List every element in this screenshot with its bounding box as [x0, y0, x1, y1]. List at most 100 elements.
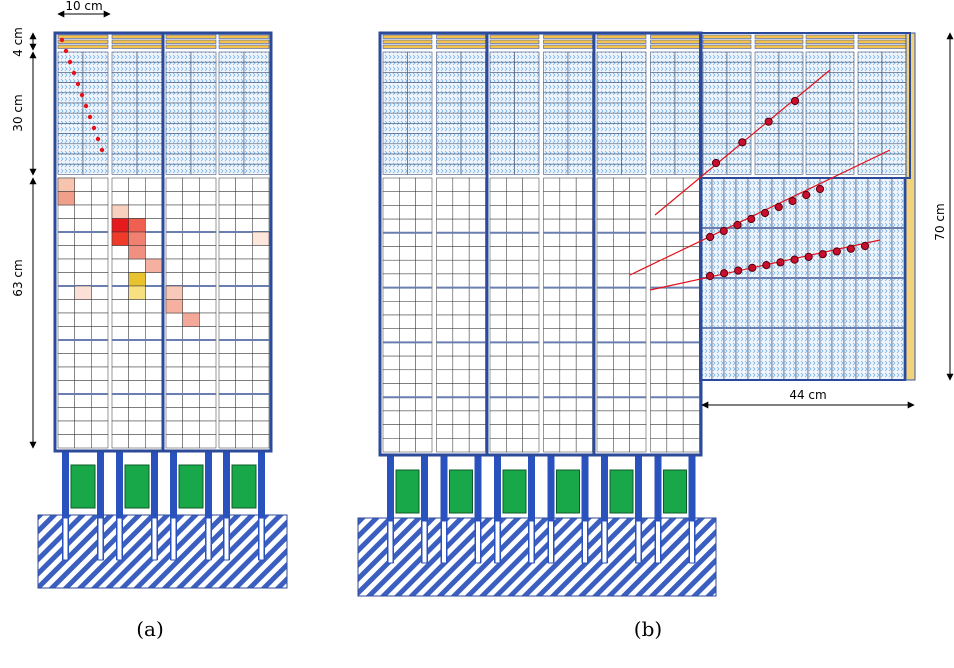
hatched-cell	[83, 113, 108, 123]
cell	[576, 438, 592, 452]
cell	[252, 192, 269, 206]
cell	[597, 425, 613, 439]
cell	[506, 219, 522, 233]
hatched-cell	[515, 72, 540, 82]
hatched-cell	[703, 123, 727, 133]
hatched-cell	[703, 103, 727, 113]
hatched-cell	[622, 164, 647, 174]
hatched-cell	[244, 52, 269, 62]
track-dot	[88, 115, 92, 119]
hatched-cell	[490, 154, 515, 164]
hit-dot	[791, 256, 798, 263]
cell	[667, 205, 683, 219]
cell	[469, 274, 485, 288]
hatched-cell	[651, 93, 676, 103]
hatched-cell	[244, 103, 269, 113]
cell	[145, 178, 162, 192]
hatched-cell	[58, 134, 83, 144]
hatched-cell	[191, 154, 216, 164]
cell	[630, 178, 646, 192]
cell	[544, 233, 560, 247]
hatched-cell	[703, 83, 727, 93]
cell	[416, 342, 432, 356]
electronics-box	[664, 470, 687, 513]
cell	[75, 408, 92, 422]
cell	[613, 219, 629, 233]
hatched-cell	[461, 83, 486, 93]
cell	[651, 301, 667, 315]
cell	[383, 260, 399, 274]
cell	[183, 381, 200, 395]
cell	[129, 408, 146, 422]
cell	[544, 370, 560, 384]
hatched-cell	[675, 154, 700, 164]
cell	[236, 178, 253, 192]
hatched-cell	[437, 72, 462, 82]
hatched-cell	[806, 134, 830, 144]
hatched-cell	[568, 103, 593, 113]
cell	[506, 192, 522, 206]
scintillator-strip	[437, 45, 486, 49]
hatched-cell	[830, 83, 854, 93]
cell	[236, 340, 253, 354]
scintillator-strip	[383, 35, 432, 39]
cell	[145, 192, 162, 206]
cell	[490, 397, 506, 411]
hatched-cell	[490, 83, 515, 93]
hatched-cell	[568, 83, 593, 93]
pillar-foot	[388, 521, 393, 563]
cell	[506, 370, 522, 384]
cell	[544, 205, 560, 219]
cell	[91, 219, 108, 233]
hatched-cell	[882, 52, 906, 62]
cell	[651, 260, 667, 274]
hatched-cell	[544, 134, 569, 144]
cell	[91, 340, 108, 354]
cell	[469, 260, 485, 274]
hatched-cell	[755, 83, 779, 93]
cell	[91, 435, 108, 449]
cell	[576, 315, 592, 329]
cell	[58, 313, 75, 327]
cell	[129, 381, 146, 395]
cell	[469, 329, 485, 343]
hatched-cell	[137, 113, 162, 123]
hatched-cell	[703, 134, 727, 144]
energy-cell	[112, 232, 129, 246]
hatched-cell	[858, 72, 882, 82]
cell	[597, 315, 613, 329]
cell	[399, 247, 415, 261]
cell	[75, 327, 92, 341]
electronics-box	[71, 465, 95, 508]
hatched-cell	[882, 93, 906, 103]
cell	[469, 301, 485, 315]
hatched-cell	[490, 62, 515, 72]
cell	[91, 367, 108, 381]
hatched-cell	[568, 62, 593, 72]
cell	[560, 397, 576, 411]
cell	[58, 408, 75, 422]
scintillator-strip	[219, 45, 269, 49]
cell	[91, 313, 108, 327]
cell	[129, 421, 146, 435]
cell	[252, 340, 269, 354]
hatched-cell	[779, 134, 803, 144]
scintillator-strip	[651, 40, 700, 44]
pillar-foot	[442, 521, 447, 563]
caption: (a)	[136, 617, 164, 641]
hatched-cell	[755, 62, 779, 72]
cell	[437, 301, 453, 315]
cell	[199, 354, 216, 368]
cell	[576, 301, 592, 315]
cell	[453, 219, 469, 233]
cell	[91, 192, 108, 206]
cell	[613, 260, 629, 274]
cell	[597, 205, 613, 219]
cell	[437, 219, 453, 233]
hatched-cell	[703, 93, 727, 103]
cell	[630, 370, 646, 384]
hatched-cell	[408, 144, 433, 154]
cell	[506, 205, 522, 219]
cell	[683, 205, 699, 219]
hit-dot	[775, 203, 782, 210]
